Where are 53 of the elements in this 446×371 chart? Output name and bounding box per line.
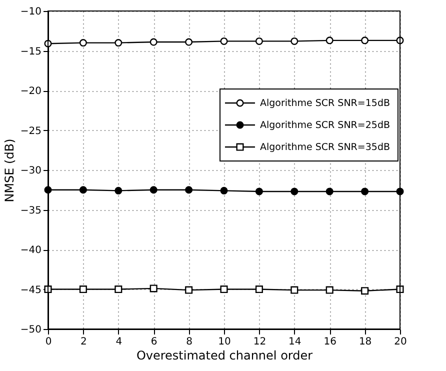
point [185, 38, 193, 46]
point [361, 36, 369, 44]
point [79, 39, 87, 47]
point [185, 186, 193, 194]
y-tick-label: −20 [20, 86, 42, 97]
point [185, 286, 193, 294]
x-tick-label: 12 [253, 336, 266, 348]
x-tick-label: 8 [186, 336, 192, 348]
point [79, 285, 87, 294]
x-tick-label: 18 [358, 336, 372, 348]
point [396, 285, 404, 294]
x-tick-label: 16 [324, 336, 336, 348]
y-axis-title: NMSE (dB) [2, 138, 16, 202]
x-axis-title: Overestimated channel order [136, 348, 313, 362]
point [255, 285, 263, 294]
point [150, 38, 158, 46]
legend-label: Algorithme SCR SNR=15dB [260, 98, 390, 109]
y-tick-label: −45 [20, 284, 42, 296]
point [114, 39, 122, 47]
point [290, 188, 298, 196]
legend-label: Algorithme SCR SNR=35dB [260, 142, 390, 153]
point [220, 37, 228, 45]
y-tick-label: −10 [20, 6, 42, 18]
point [79, 186, 87, 194]
x-tick-label: 4 [116, 336, 122, 348]
x-tick-label: 2 [80, 336, 87, 348]
point [220, 186, 228, 194]
x-tick-label: 6 [150, 336, 158, 348]
point [361, 188, 369, 196]
point [150, 186, 158, 194]
point [150, 284, 158, 292]
legend-label: Algorithme SCR SNR=25dB [260, 120, 390, 131]
y-tick-label: −50 [20, 324, 42, 336]
point [255, 37, 263, 45]
point [220, 285, 228, 294]
y-tick-label: −25 [20, 126, 42, 137]
point [361, 287, 369, 295]
point [255, 188, 263, 196]
y-tick-label: −30 [20, 166, 42, 176]
point [114, 186, 122, 194]
point [326, 188, 334, 196]
y-tick-label: −15 [20, 46, 42, 58]
y-tick-label: −35 [20, 205, 42, 216]
y-tick-label: −40 [20, 245, 42, 256]
x-tick-label: 20 [394, 336, 407, 348]
point [290, 37, 298, 45]
x-tick-label: 0 [45, 336, 52, 348]
x-tick-label: 14 [288, 336, 302, 348]
point [114, 285, 122, 294]
point [326, 36, 334, 44]
point [326, 286, 334, 294]
point [290, 286, 298, 294]
x-tick-label: 10 [218, 336, 231, 348]
